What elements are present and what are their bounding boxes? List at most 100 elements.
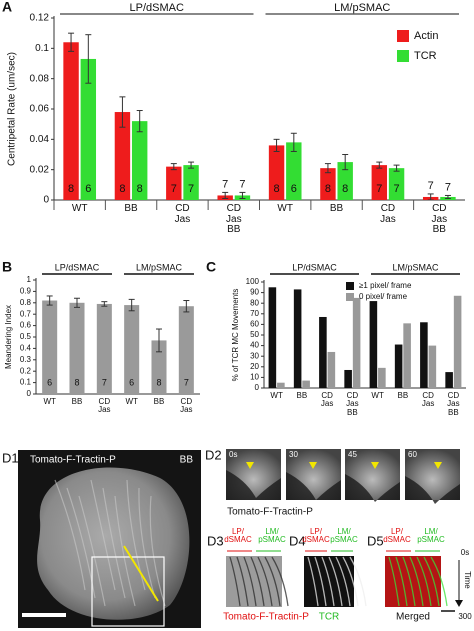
bar (178, 306, 194, 394)
actin-fiber (138, 487, 156, 599)
kymo-streak (423, 556, 440, 607)
y-tick-label: 60 (250, 320, 259, 329)
y-tick-label: 0.2 (20, 366, 32, 375)
frame-time: 30 (289, 450, 298, 459)
count-label: 7 (394, 183, 400, 195)
group-label: LM/pSMAC (334, 2, 390, 14)
y-tick-label: 80 (250, 298, 259, 307)
y-tick-label: 0.5 (20, 332, 32, 341)
bar (63, 42, 79, 201)
scale-bar (22, 613, 66, 617)
group-label-bg (126, 2, 187, 13)
actin-fiber (90, 479, 116, 591)
count-label: 7 (428, 180, 434, 192)
kymo-streak (388, 556, 400, 607)
bar (378, 367, 386, 388)
bar (453, 295, 462, 388)
y-tick-label: 0.6 (20, 321, 32, 330)
kymo-streak (342, 556, 359, 607)
bar (388, 168, 405, 200)
bar (445, 372, 453, 388)
y-tick-label: 0.12 (30, 13, 50, 24)
bar (131, 121, 148, 200)
bar (352, 297, 361, 388)
kymo-streak (402, 556, 416, 607)
x-tick-label: WT (371, 391, 384, 400)
count-label: 6 (129, 377, 134, 387)
kymo-streak (243, 556, 257, 607)
caption: TCR (319, 612, 340, 623)
bar (320, 168, 336, 200)
bar (183, 165, 199, 200)
legend-label: TCR (414, 50, 437, 62)
x-tick-label: WT (277, 203, 293, 214)
bar (420, 322, 428, 388)
x-tick-label: BB (296, 391, 308, 400)
bar (268, 145, 285, 200)
count-label: 8 (74, 377, 79, 387)
y-tick-label: 90 (250, 288, 259, 297)
count-label: 7 (239, 178, 245, 190)
marker (371, 462, 379, 469)
group-label: LM/pSMAC (136, 262, 183, 272)
group-label-bg (284, 262, 345, 273)
actin-fiber (114, 495, 136, 607)
region-label: LP/ dSMAC (224, 527, 252, 545)
x-tick-label: CD Jas BB (447, 391, 460, 417)
bar (114, 112, 131, 200)
kymo-line (123, 545, 159, 602)
count-label: 6 (85, 183, 91, 195)
y-tick-label: 30 (250, 351, 259, 360)
count-label: 8 (156, 377, 161, 387)
count-label: 7 (188, 183, 194, 195)
panel-label: D4 (289, 533, 306, 548)
panel-letter: C (206, 259, 216, 275)
legend-label: Actin (414, 30, 438, 42)
actin-fiber (102, 487, 126, 599)
y-tick-label: 0.06 (30, 104, 50, 115)
y-tick-label: 0.1 (20, 378, 32, 387)
group-label-bg (129, 262, 189, 273)
region-label: LP/ dSMAC (383, 527, 411, 545)
y-tick-label: 0 (255, 383, 260, 392)
x-tick-label: CD Jas (320, 391, 334, 409)
x-tick-label: BB (124, 203, 138, 214)
y-tick-label: 0.04 (30, 134, 50, 145)
count-label: 7 (184, 377, 189, 387)
channel-label: Tomato-F-Tractin-P (30, 455, 116, 466)
kymo-streak (271, 556, 289, 607)
legend-swatch (346, 282, 354, 290)
panel-letter: A (2, 0, 12, 15)
frame-time: 0s (229, 450, 237, 459)
x-tick-label: BB (397, 391, 409, 400)
group-label: LP/dSMAC (55, 262, 100, 272)
bar (124, 305, 140, 394)
kymo-streak (416, 556, 432, 607)
bar (286, 142, 302, 200)
y-tick-label: 40 (250, 341, 259, 350)
x-tick-label: CD Jas (98, 397, 111, 415)
y-tick-label: 20 (250, 362, 259, 371)
bar (369, 301, 378, 388)
bar (96, 303, 112, 394)
y-tick-label: 0.4 (20, 344, 32, 353)
kymo-streak (264, 556, 281, 607)
time-end: 300 (458, 612, 472, 621)
kymo-streak (395, 556, 408, 607)
legend-swatch (346, 293, 354, 301)
x-tick-label: WT (125, 397, 138, 406)
caption: Merged (396, 612, 430, 623)
group-label: LM/pSMAC (392, 262, 439, 272)
bar (80, 58, 97, 201)
x-tick-label: WT (43, 397, 56, 406)
kymo-streak (250, 556, 265, 607)
legend-swatch (397, 50, 409, 62)
count-label: 7 (171, 183, 177, 195)
x-tick-label: CD Jas (380, 203, 396, 225)
group-label-bg (385, 262, 446, 273)
y-tick-label: 0.02 (30, 164, 50, 175)
marker (434, 462, 442, 469)
bar (327, 351, 336, 388)
frame-edge (345, 474, 400, 502)
